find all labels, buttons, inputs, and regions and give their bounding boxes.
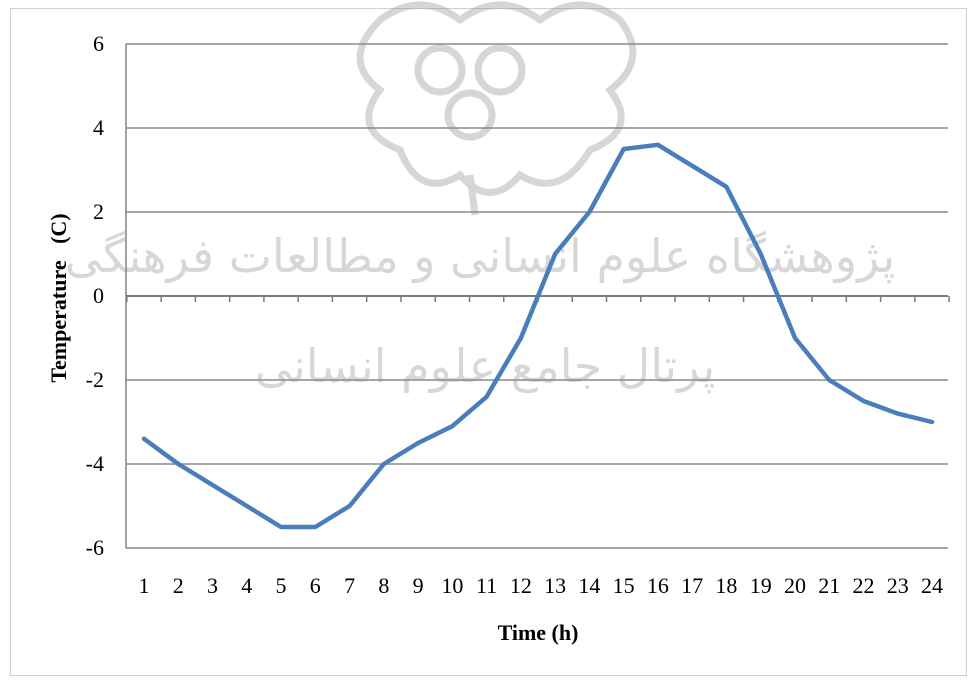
- x-axis-title: Time (h): [498, 620, 579, 645]
- x-tick-label: 17: [681, 573, 703, 598]
- series-points: [143, 144, 933, 528]
- x-tick-label: 20: [784, 573, 806, 598]
- y-tick-label: 2: [93, 199, 104, 224]
- x-tick-label: 7: [344, 573, 355, 598]
- x-tick-label: 24: [921, 573, 943, 598]
- x-tick-label: 9: [413, 573, 424, 598]
- y-tick-label: 0: [93, 283, 104, 308]
- y-axis-ticks: -6 -4 -2 0 2 4 6: [86, 31, 104, 560]
- y-tick-label: 6: [93, 31, 104, 56]
- x-tick-label: 13: [544, 573, 566, 598]
- x-tick-label: 1: [139, 573, 150, 598]
- y-tick-label: -2: [86, 367, 104, 392]
- x-tick-label: 19: [750, 573, 772, 598]
- x-tick-label: 3: [207, 573, 218, 598]
- watermark-line-2: پرتال جامع علوم انسانی: [255, 339, 716, 394]
- x-tick-label: 6: [310, 573, 321, 598]
- x-tick-label: 11: [476, 573, 497, 598]
- x-tick-label: 22: [852, 573, 874, 598]
- x-axis-tick-labels: 1 2 3 4 5 6 7 8 9 10 11 12 13 14 15 16 17 18 19 20 21 22 23 24: [139, 573, 944, 598]
- x-tick-label: 18: [715, 573, 737, 598]
- x-tick-label: 15: [613, 573, 635, 598]
- watermark-line-1: پژوهشگاه علوم انسانی و مطالعات فرهنگی: [65, 229, 895, 284]
- chart-frame: [10, 8, 967, 676]
- y-tick-label: -6: [86, 535, 104, 560]
- x-tick-label: 4: [241, 573, 252, 598]
- x-tick-label: 23: [887, 573, 909, 598]
- watermark-emblem-icon: [356, 1, 637, 216]
- x-tick-label: 8: [378, 573, 389, 598]
- y-axis-title: Temperature (C): [46, 213, 71, 382]
- y-tick-label: 4: [93, 115, 104, 140]
- x-tick-label: 5: [276, 573, 287, 598]
- x-tick-label: 10: [441, 573, 463, 598]
- series-line: [141, 142, 935, 530]
- x-tick-label: 12: [510, 573, 532, 598]
- y-tick-label: -4: [86, 451, 104, 476]
- x-tick-label: 16: [647, 573, 669, 598]
- x-tick-label: 14: [578, 573, 600, 598]
- x-tick-label: 21: [818, 573, 840, 598]
- x-tick-label: 2: [173, 573, 184, 598]
